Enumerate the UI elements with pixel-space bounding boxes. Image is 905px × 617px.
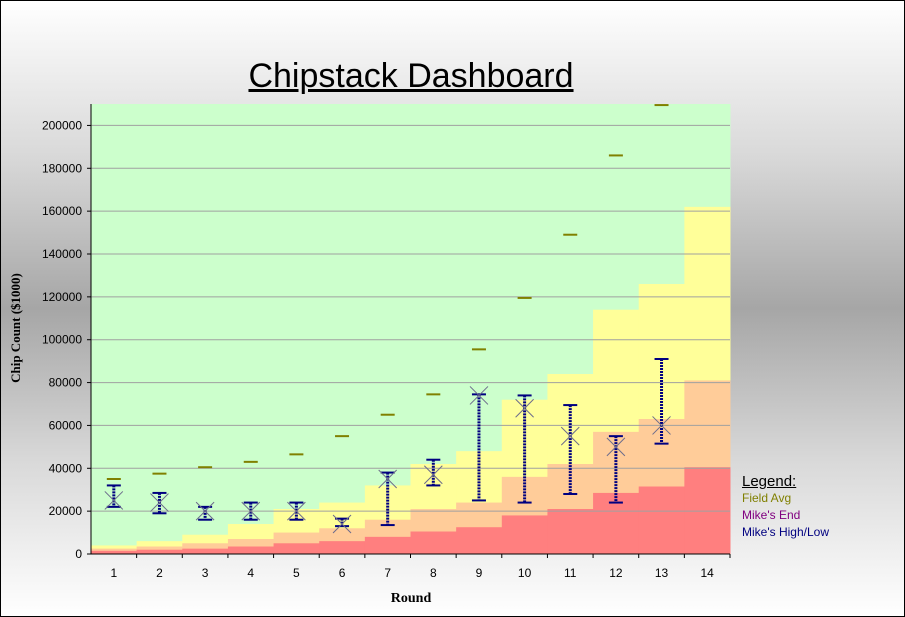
band-0-bar bbox=[364, 536, 411, 554]
mikes-end-marker bbox=[378, 469, 398, 489]
band-1-bar bbox=[182, 543, 229, 554]
x-tick-label: 2 bbox=[156, 566, 163, 580]
x-tick-label: 9 bbox=[476, 566, 483, 580]
band-0-bar bbox=[319, 541, 366, 554]
y-tick-label: 0 bbox=[75, 547, 82, 561]
x-tick-label: 12 bbox=[609, 566, 623, 580]
mikes-end-marker bbox=[423, 465, 443, 485]
legend-entry-field-avg: Field Avg bbox=[742, 491, 792, 505]
y-tick-label: 180000 bbox=[42, 161, 82, 175]
mikes-end-marker bbox=[241, 501, 261, 521]
mikes-end-marker bbox=[652, 416, 671, 435]
band-0-bar bbox=[227, 546, 275, 554]
band-0-bar bbox=[182, 548, 229, 554]
x-tick-label: 14 bbox=[700, 566, 714, 580]
mikes-end-marker bbox=[195, 501, 215, 521]
legend: Legend: Field Avg Mike's End Mike's High… bbox=[742, 473, 829, 541]
y-tick-label: 200000 bbox=[42, 118, 82, 132]
y-axis-label: Chip Count ($1000) bbox=[8, 273, 23, 383]
x-tick-label: 6 bbox=[339, 566, 346, 580]
y-tick-label: 40000 bbox=[49, 461, 83, 475]
band-3-bar bbox=[227, 104, 275, 554]
y-tick-label: 80000 bbox=[49, 376, 83, 390]
band-3-bar bbox=[273, 104, 320, 554]
x-tick-label: 10 bbox=[518, 566, 532, 580]
x-tick-label: 1 bbox=[110, 566, 117, 580]
x-tick-label: 13 bbox=[655, 566, 669, 580]
mikes-end-marker bbox=[287, 501, 306, 521]
band-0-bar bbox=[410, 531, 457, 554]
band-3-bar bbox=[182, 104, 229, 554]
band-3-bar bbox=[319, 104, 366, 554]
mikes-end-marker bbox=[469, 386, 489, 405]
band-0-bar bbox=[273, 543, 320, 554]
legend-entry-mikes-end: Mike's End bbox=[742, 508, 801, 522]
band-0-bar bbox=[547, 509, 594, 554]
y-tick-label: 100000 bbox=[42, 333, 82, 347]
x-tick-label: 7 bbox=[384, 566, 391, 580]
mikes-end-marker bbox=[104, 491, 124, 510]
band-0-bar bbox=[456, 527, 503, 554]
x-tick-label: 3 bbox=[202, 566, 209, 580]
band-0-bar bbox=[638, 486, 685, 554]
mikes-end-marker bbox=[332, 514, 352, 534]
band-3-bar bbox=[136, 104, 183, 554]
chart-title: Chipstack Dashboard bbox=[248, 57, 574, 95]
band-0-bar bbox=[684, 467, 731, 554]
mikes-end-marker bbox=[606, 437, 626, 457]
x-tick-label: 4 bbox=[247, 566, 254, 580]
band-0-bar bbox=[501, 515, 548, 554]
y-tick-label: 120000 bbox=[42, 290, 82, 304]
legend-title: Legend: bbox=[742, 473, 797, 490]
y-tick-label: 20000 bbox=[49, 504, 83, 518]
mikes-end-marker bbox=[515, 398, 534, 418]
x-axis-label: Round bbox=[390, 591, 432, 606]
band-0-bar bbox=[136, 549, 183, 554]
mikes-end-marker bbox=[150, 493, 169, 512]
x-tick-label: 11 bbox=[564, 566, 577, 580]
x-tick-label: 5 bbox=[293, 566, 300, 580]
legend-entry-mikes-high-low: Mike's High/Low bbox=[742, 525, 829, 539]
y-tick-label: 60000 bbox=[49, 418, 83, 432]
y-tick-label: 160000 bbox=[42, 204, 82, 218]
y-tick-label: 140000 bbox=[42, 247, 82, 261]
x-tick-label: 8 bbox=[430, 566, 437, 580]
mikes-end-marker bbox=[560, 426, 580, 446]
band-0-bar bbox=[91, 550, 138, 554]
